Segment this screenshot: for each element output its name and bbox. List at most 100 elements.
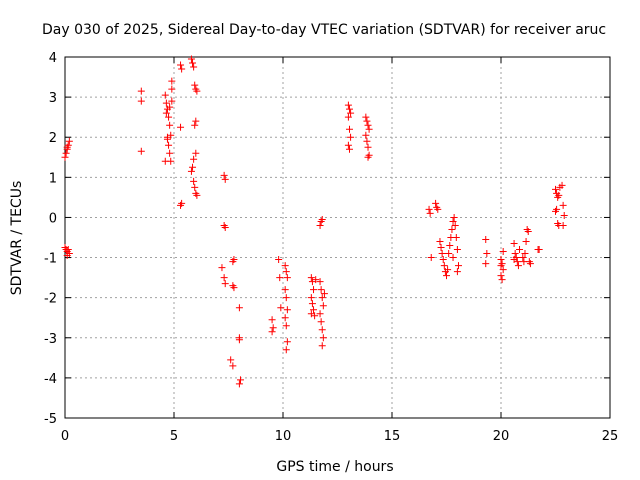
data-point [235, 336, 243, 344]
data-point [427, 254, 435, 262]
data-point [229, 362, 237, 370]
data-point [268, 328, 276, 336]
x-tick-label: 10 [275, 429, 292, 444]
data-point [443, 272, 450, 280]
data-point [345, 105, 353, 113]
data-point [449, 217, 457, 225]
data-point [191, 81, 199, 89]
x-tick-label: 20 [493, 429, 510, 444]
data-point [559, 201, 567, 209]
data-point [559, 221, 567, 229]
data-point [522, 238, 530, 246]
data-point [316, 221, 324, 229]
x-axis-label: GPS time / hours [276, 459, 393, 475]
data-point [514, 262, 522, 270]
data-point [190, 63, 198, 71]
data-point [318, 326, 326, 334]
data-point [165, 141, 173, 149]
data-point [440, 262, 448, 270]
data-point [281, 262, 289, 270]
data-point [320, 290, 328, 298]
data-point [137, 147, 145, 155]
data-point [434, 205, 442, 213]
data-point [168, 85, 176, 93]
y-axis-label: SDTVAR / TECUs [9, 181, 25, 296]
data-point [482, 236, 490, 244]
data-point [516, 246, 524, 254]
y-tick-label: 1 [49, 171, 57, 186]
data-point [220, 171, 228, 179]
data-point [189, 163, 197, 171]
data-point [560, 211, 568, 219]
data-point [438, 250, 446, 258]
data-point [312, 276, 320, 284]
data-point [364, 153, 372, 161]
plot-frame [64, 56, 611, 419]
data-point [190, 155, 198, 163]
data-point [535, 246, 543, 254]
chart-title: Day 030 of 2025, Sidereal Day-to-day VTE… [42, 22, 606, 38]
data-point [453, 246, 461, 254]
data-point [192, 149, 200, 157]
data-point [345, 145, 353, 153]
data-point [553, 205, 561, 213]
data-point [283, 338, 291, 346]
data-point [558, 181, 566, 189]
data-point [497, 272, 505, 280]
data-point [227, 356, 235, 364]
data-point [221, 175, 229, 183]
grid-lines [65, 57, 610, 418]
data-point [363, 137, 371, 145]
data-point [426, 209, 434, 217]
data-point [178, 65, 186, 73]
data-point [499, 266, 507, 274]
data-point [281, 314, 289, 322]
data-point [161, 157, 169, 165]
data-point [161, 91, 169, 99]
data-point [221, 223, 229, 231]
data-point [347, 109, 355, 117]
data-point [519, 254, 527, 262]
data-point [365, 125, 373, 133]
data-point [165, 113, 173, 121]
y-tick-label: -2 [44, 292, 57, 307]
y-tick-label: -3 [44, 332, 57, 347]
data-point [449, 254, 457, 262]
data-point [193, 191, 201, 199]
data-point [448, 225, 456, 233]
axis-ticks [64, 56, 611, 419]
data-point [269, 324, 277, 332]
data-point [452, 234, 460, 241]
data-point [310, 306, 318, 314]
y-tick-label: -4 [44, 372, 57, 387]
data-point [282, 346, 290, 354]
data-point [281, 286, 289, 294]
x-tick-label: 0 [61, 429, 69, 444]
data-point [218, 264, 226, 272]
data-point [364, 143, 372, 151]
data-point [454, 262, 462, 270]
data-point [425, 205, 433, 213]
data-point [177, 201, 185, 209]
data-point [511, 250, 519, 258]
data-point [345, 125, 353, 133]
x-tick-label: 25 [602, 429, 619, 444]
data-point [190, 177, 198, 185]
x-tick-label: 15 [384, 429, 401, 444]
data-point [162, 99, 170, 107]
data-point [162, 109, 170, 117]
data-point [317, 286, 325, 294]
data-point [283, 274, 291, 282]
data-point [450, 213, 458, 221]
y-tick-label: 3 [49, 91, 57, 106]
data-point [283, 306, 291, 314]
data-point [307, 310, 315, 318]
data-point [482, 260, 490, 268]
y-tick-label: 4 [49, 51, 57, 66]
data-point [177, 123, 185, 131]
data-point [235, 304, 243, 312]
y-tick-label: 0 [49, 211, 57, 226]
data-point [187, 167, 195, 175]
data-point [319, 302, 327, 310]
